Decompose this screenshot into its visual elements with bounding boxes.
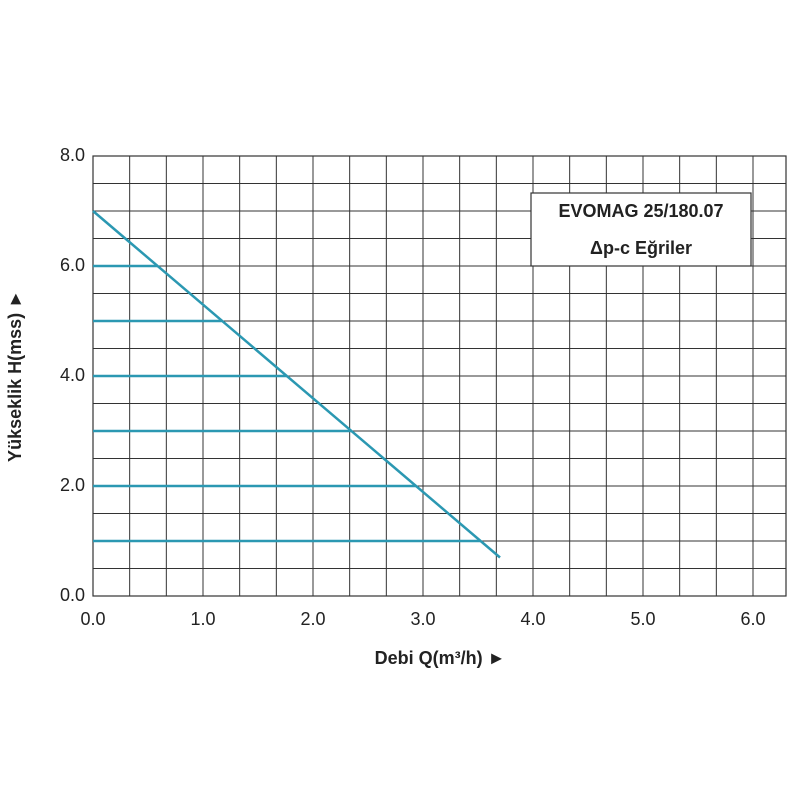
y-axis-label: Yükseklik H(mss) ►: [5, 290, 25, 462]
y-tick-label: 2.0: [60, 475, 85, 495]
x-tick-label: 6.0: [740, 609, 765, 629]
annotation: EVOMAG 25/180.07: [558, 201, 723, 221]
annotation: Δp-c Eğriler: [590, 238, 692, 258]
x-tick-label: 5.0: [630, 609, 655, 629]
plot-lines: [92, 210, 501, 559]
y-tick-label: 4.0: [60, 365, 85, 385]
y-tick-label: 8.0: [60, 145, 85, 165]
x-axis-label: Debi Q(m³/h) ►: [375, 648, 506, 668]
line: [92, 210, 501, 559]
x-tick-label: 2.0: [300, 609, 325, 629]
x-tick-label: 1.0: [190, 609, 215, 629]
y-tick-label: 0.0: [60, 585, 85, 605]
x-tick-label: 0.0: [80, 609, 105, 629]
x-tick-label: 4.0: [520, 609, 545, 629]
y-tick-label: 6.0: [60, 255, 85, 275]
annotation-box: [530, 192, 752, 267]
x-tick-label: 3.0: [410, 609, 435, 629]
